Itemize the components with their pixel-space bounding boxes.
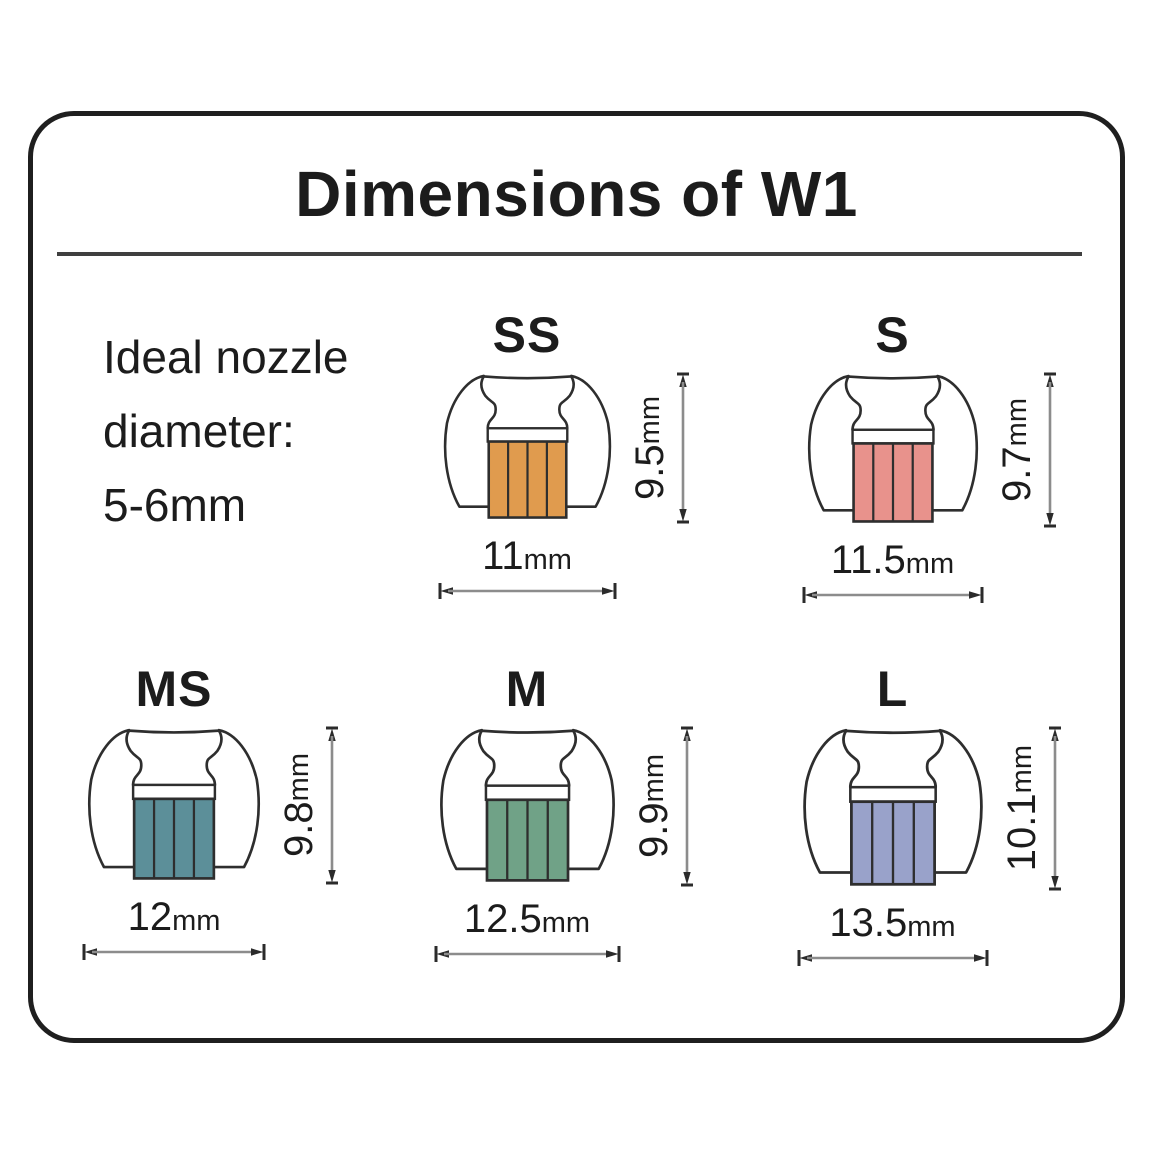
eartip-collar — [848, 785, 937, 803]
eartip-stem-right — [558, 728, 577, 787]
eartip-collar — [486, 426, 568, 443]
size-label: SS — [492, 306, 562, 363]
height-value-label: 9.7mm — [994, 397, 1039, 502]
eartip-dome-right — [932, 728, 983, 874]
width-value-label: 12.5mm — [463, 896, 591, 941]
eartip-stem-left — [844, 374, 862, 431]
size-label: M — [505, 660, 549, 717]
eartip-stem-right — [923, 374, 941, 431]
eartip-collar — [850, 428, 935, 445]
eartip-stem-left — [479, 374, 497, 430]
width-dimension-line — [797, 949, 988, 966]
eartip-graphic-wrap — [438, 372, 617, 524]
eartip-top-edge — [479, 728, 575, 734]
width-dimension-line — [438, 582, 616, 599]
height-value-label: 9.5mm — [627, 395, 672, 500]
eartip-graphic — [87, 728, 261, 880]
eartip-dome-left — [439, 728, 488, 870]
eartip-graphic-wrap — [797, 726, 989, 891]
width-value-label: 13.5mm — [829, 900, 956, 945]
height-dimension: 9.7mm — [995, 372, 1058, 528]
eartip-stem-right — [925, 729, 944, 789]
eartip-dome-left — [802, 728, 853, 874]
width-value-label: 12mm — [127, 894, 221, 939]
eartip-dome-left — [443, 374, 490, 508]
eartip-dome-right — [564, 374, 611, 508]
eartip-graphic — [802, 728, 983, 886]
eartip-top-edge — [481, 374, 573, 380]
height-dimension-line — [680, 726, 693, 887]
height-dimension: 9.9mm — [632, 726, 695, 887]
eartip-collar — [131, 783, 217, 800]
eartip-dome-left — [807, 374, 855, 512]
eartip-top-edge — [127, 728, 221, 734]
size-label: S — [875, 306, 910, 363]
eartip-figure-m: M 9.9mm — [389, 660, 739, 967]
figures-grid: Ideal nozzle diameter: 5-6mm SS — [33, 306, 1120, 967]
height-dimension: 9.5mm — [628, 372, 691, 524]
eartip-dome-right — [566, 728, 615, 870]
height-dimension-line — [1043, 372, 1056, 528]
diagram-card: Dimensions of W1 Ideal nozzle diameter: … — [28, 111, 1125, 1043]
eartip-figure-ss: SS 9.5mm — [389, 306, 739, 604]
eartip-dome-right — [930, 374, 978, 512]
eartip-stem-left — [841, 729, 860, 789]
nozzle-note-line-2: diameter: — [103, 404, 295, 457]
eartip-top-edge — [846, 374, 939, 380]
nozzle-note: Ideal nozzle diameter: 5-6mm — [33, 320, 389, 604]
eartip-stem-right — [205, 728, 223, 786]
page-title: Dimensions of W1 — [295, 158, 858, 230]
width-value-label: 11.5mm — [830, 537, 955, 582]
size-label: MS — [135, 660, 213, 717]
eartip-graphic-wrap — [82, 726, 266, 885]
eartip-top-edge — [844, 729, 941, 734]
eartip-collar — [484, 783, 570, 801]
nozzle-note-line-1: Ideal nozzle — [103, 330, 349, 383]
height-dimension-line — [676, 372, 689, 524]
eartip-graphic — [807, 374, 978, 523]
height-dimension: 10.1mm — [1000, 726, 1063, 891]
height-dimension: 9.8mm — [277, 726, 340, 885]
height-dimension-line — [326, 726, 338, 885]
eartip-stem-left — [125, 728, 143, 786]
eartip-graphic — [439, 728, 615, 882]
eartip-stem-left — [477, 728, 496, 787]
eartip-stem-right — [557, 374, 575, 430]
eartip-dome-left — [87, 728, 136, 868]
height-dimension-line — [1048, 726, 1061, 891]
title-divider — [57, 251, 1082, 256]
height-value-label: 9.8mm — [277, 753, 321, 858]
eartip-figure-l: L 10.1mm — [739, 660, 1120, 967]
height-value-label: 9.9mm — [631, 754, 676, 859]
width-dimension-line — [434, 945, 620, 962]
width-dimension-line — [82, 943, 266, 960]
height-value-label: 10.1mm — [999, 745, 1044, 872]
size-label: L — [876, 660, 909, 717]
nozzle-note-line-3: 5-6mm — [103, 478, 247, 531]
eartip-graphic — [443, 374, 611, 519]
eartip-dome-right — [212, 728, 261, 868]
width-value-label: 11mm — [482, 533, 572, 578]
eartip-graphic-wrap — [802, 372, 984, 528]
width-dimension-line — [802, 586, 983, 603]
eartip-figure-s: S 9.7mm — [739, 306, 1120, 604]
eartip-figure-ms: MS 9.8mm — [33, 660, 389, 967]
eartip-graphic-wrap — [434, 726, 621, 887]
